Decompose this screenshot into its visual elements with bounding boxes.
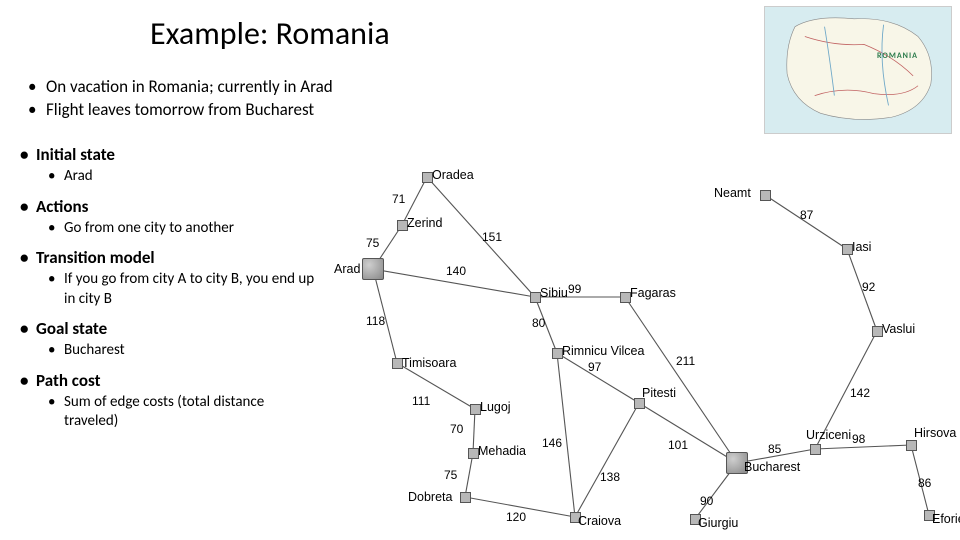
section-sub: Bucharest [20, 341, 320, 361]
edge-weight: 75 [444, 468, 457, 482]
section-sub: Go from one city to another [20, 219, 320, 239]
graph-node [760, 190, 771, 201]
edge-weight: 146 [542, 436, 562, 450]
edge-weight: 97 [588, 360, 601, 374]
edge-weight: 71 [392, 192, 405, 206]
graph-node-label: Eforie [932, 512, 960, 526]
edge-weight: 80 [532, 316, 545, 330]
graph-node-label: Oradea [432, 168, 474, 182]
graph-node-label: Sibiu [540, 286, 568, 300]
graph-node-label: Fagaras [630, 286, 676, 300]
section-sub: If you go from city A to city B, you end… [20, 270, 320, 309]
edge-weight: 70 [450, 422, 463, 436]
page-title: Example: Romania [150, 14, 390, 53]
section-goal: Goal state Bucharest [20, 318, 360, 361]
graph-node-label: Pitesti [642, 386, 676, 400]
section-sub: Arad [20, 167, 320, 187]
graph-node [460, 492, 471, 503]
edge-weight: 99 [568, 282, 581, 296]
edge-weight: 87 [800, 208, 813, 222]
graph-node-label: Rimnicu Vilcea [562, 344, 644, 358]
edge-weight: 140 [446, 264, 466, 278]
intro-list: On vacation in Romania; currently in Ara… [28, 76, 333, 122]
edge-weight: 90 [700, 494, 713, 508]
edge-weight: 111 [412, 394, 430, 408]
edge-weight: 151 [482, 230, 502, 244]
section-transition: Transition model If you go from city A t… [20, 247, 360, 309]
graph-node [906, 440, 917, 451]
edge-weight: 120 [506, 510, 526, 524]
edge-weight: 138 [600, 470, 620, 484]
edge-weight: 92 [862, 280, 875, 294]
graph-node-label: Lugoj [480, 400, 511, 414]
graph-node-label: Dobreta [408, 490, 452, 504]
graph-node-label: Bucharest [744, 460, 800, 474]
section-heading: Actions [20, 196, 360, 217]
graph-node [362, 258, 384, 280]
graph-node-label: Timisoara [402, 356, 456, 370]
sections: Initial state Arad Actions Go from one c… [20, 144, 360, 441]
section-initial-state: Initial state Arad [20, 144, 360, 187]
graph-node [810, 444, 821, 455]
minimap-svg [765, 7, 951, 133]
section-heading: Goal state [20, 318, 360, 339]
romania-graph: 71 75 151 140 118 99 80 111 70 75 120 146 97 138 211 10… [362, 164, 960, 540]
intro-item: Flight leaves tomorrow from Bucharest [28, 99, 333, 122]
section-heading: Initial state [20, 144, 360, 165]
edge-weight: 118 [366, 314, 385, 328]
edge-weight: 101 [668, 438, 688, 452]
graph-node-label: Neamt [714, 186, 751, 200]
graph-node-label: Giurgiu [698, 516, 738, 530]
graph-node-label: Urziceni [806, 428, 851, 442]
edge-weight: 98 [852, 432, 865, 446]
edge-weight: 86 [918, 476, 931, 490]
edge-weight: 75 [366, 236, 379, 250]
graph-svg [362, 164, 960, 540]
edge-weight: 142 [850, 386, 870, 400]
edge-weight: 211 [676, 354, 695, 368]
graph-node-label: Vaslui [882, 322, 915, 336]
graph-node-label: Craiova [578, 514, 621, 528]
section-heading: Path cost [20, 370, 360, 391]
graph-node-label: Zerind [407, 216, 442, 230]
section-sub: Sum of edge costs (total distance travel… [20, 393, 320, 432]
graph-node-label: Mehadia [478, 444, 526, 458]
minimap-label: ROMANIA [877, 51, 918, 61]
romania-minimap: ROMANIA [764, 6, 952, 134]
intro-item: On vacation in Romania; currently in Ara… [28, 76, 333, 99]
section-heading: Transition model [20, 247, 360, 268]
section-pathcost: Path cost Sum of edge costs (total dista… [20, 370, 360, 432]
section-actions: Actions Go from one city to another [20, 196, 360, 239]
edge-weight: 85 [768, 442, 781, 456]
graph-node-label: Hirsova [914, 426, 956, 440]
graph-node-label: Arad [334, 262, 360, 276]
graph-node-label: Iasi [852, 240, 871, 254]
